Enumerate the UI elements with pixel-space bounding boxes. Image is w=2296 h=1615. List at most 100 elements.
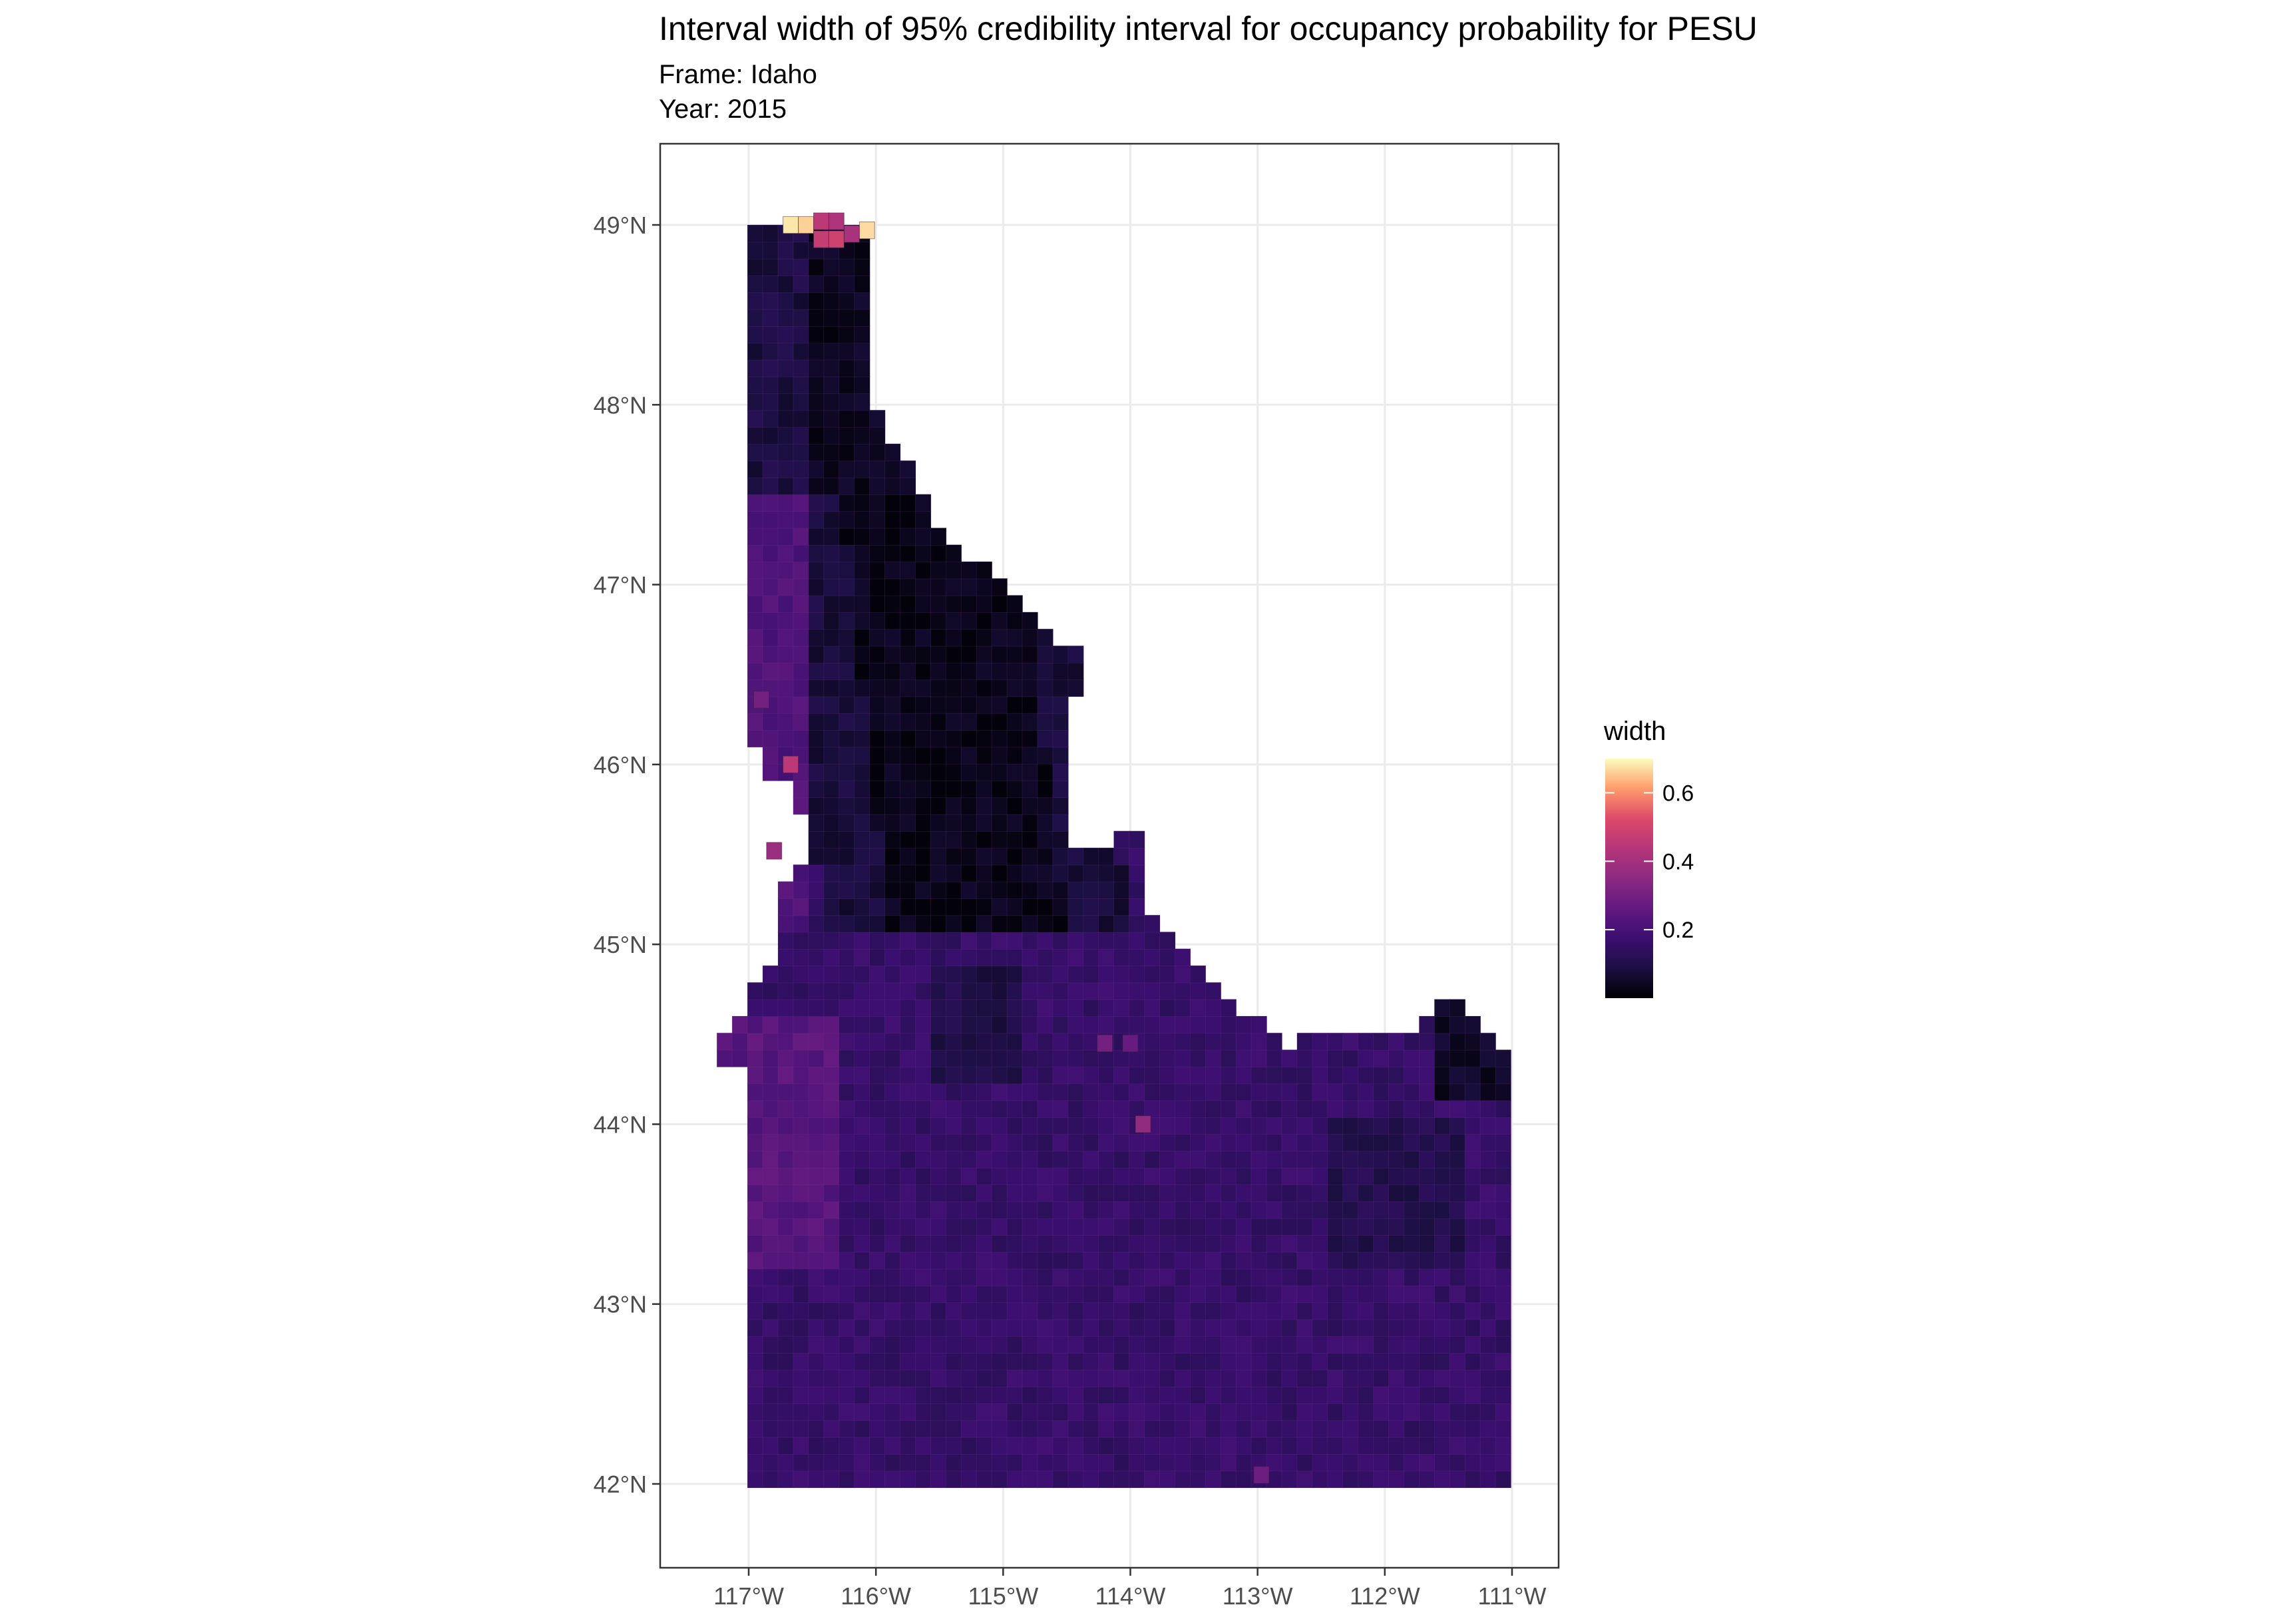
- map-cell: [854, 1403, 870, 1421]
- map-cell: [930, 713, 947, 731]
- map-cell: [839, 662, 855, 681]
- map-cell: [1006, 1268, 1023, 1286]
- map-cell: [884, 1352, 901, 1371]
- map-cell: [854, 376, 870, 395]
- map-cell: [1083, 1133, 1099, 1152]
- map-cell: [1495, 1319, 1512, 1337]
- map-cell: [1022, 1285, 1038, 1304]
- map-cell: [1129, 1049, 1145, 1067]
- map-cell: [1037, 763, 1053, 781]
- map-cell: [793, 612, 809, 630]
- map-cell: [1449, 1336, 1466, 1353]
- map-cell: [976, 679, 993, 697]
- map-cell: [1327, 1234, 1344, 1253]
- map-cell: [1083, 948, 1099, 967]
- map-cell: [960, 1453, 978, 1472]
- map-cell: [1220, 1032, 1237, 1051]
- map-cell: [1037, 847, 1053, 866]
- map-cell: [762, 1218, 779, 1236]
- map-cell: [1266, 1200, 1282, 1219]
- map-cell: [1067, 965, 1084, 984]
- map-cell: [1388, 1184, 1405, 1202]
- map-cell: [823, 1369, 840, 1387]
- map-cell: [1006, 881, 1023, 899]
- map-cell: [1113, 1151, 1130, 1168]
- map-cell: [976, 1083, 993, 1101]
- map-cell: [1281, 1403, 1298, 1421]
- map-cell: [900, 713, 916, 731]
- map-cell: [854, 1352, 870, 1371]
- map-cell: [1129, 898, 1145, 916]
- map-cell: [976, 1453, 993, 1472]
- map-cell: [1098, 898, 1115, 916]
- map-cell: [777, 578, 794, 596]
- map-cell: [869, 898, 886, 916]
- map-cell: [930, 1151, 947, 1168]
- map-cell: [1327, 1100, 1344, 1118]
- map-cell: [945, 797, 962, 815]
- map-cell: [1281, 1453, 1298, 1472]
- map-cell: [1449, 1167, 1466, 1185]
- map-cell: [1189, 1184, 1207, 1202]
- map-cell: [976, 847, 993, 866]
- map-cell: [839, 982, 855, 1000]
- map-cell: [1006, 830, 1023, 849]
- map-cell: [1098, 1083, 1115, 1101]
- map-cell: [960, 763, 978, 781]
- map-cell: [839, 578, 855, 596]
- map-cell: [839, 1285, 855, 1304]
- map-cell: [777, 898, 794, 916]
- map-cell: [762, 325, 779, 344]
- map-cell: [1312, 1151, 1328, 1168]
- map-cell: [854, 443, 870, 462]
- map-cell-highlight: [813, 230, 829, 248]
- map-cell: [823, 359, 840, 377]
- map-cell: [777, 628, 794, 647]
- map-cell: [747, 291, 763, 310]
- map-cell: [900, 1218, 916, 1236]
- map-cell: [869, 982, 886, 1000]
- map-cell: [839, 999, 855, 1017]
- map-cell: [1175, 1100, 1191, 1118]
- map-cell: [808, 1437, 825, 1455]
- map-cell: [915, 746, 932, 765]
- map-cell: [900, 1285, 916, 1304]
- map-cell: [1495, 1268, 1512, 1286]
- map-cell: [808, 275, 825, 293]
- map-cell: [854, 1302, 870, 1320]
- map-cell: [915, 645, 932, 663]
- map-cell: [1006, 932, 1023, 950]
- map-cell: [1037, 1470, 1053, 1489]
- map-cell: [945, 1437, 962, 1455]
- map-cell: [777, 477, 794, 495]
- map-cell: [960, 1184, 978, 1202]
- map-cell: [1358, 1336, 1374, 1353]
- map-cell: [1327, 1419, 1344, 1438]
- map-cell: [762, 1117, 779, 1135]
- map-cell: [747, 1151, 763, 1168]
- map-cell: [1144, 914, 1161, 933]
- map-cell: [808, 258, 825, 276]
- map-cell: [869, 1083, 886, 1101]
- map-cell: [1266, 1319, 1282, 1337]
- map-cell: [808, 932, 825, 950]
- map-cell: [976, 898, 993, 916]
- map-cell: [884, 1167, 901, 1185]
- map-cell: [1220, 1319, 1237, 1337]
- map-cell: [884, 662, 901, 681]
- map-cell: [808, 797, 825, 815]
- map-cell: [1449, 1032, 1466, 1051]
- map-cell: [1281, 1200, 1298, 1219]
- map-cell: [1113, 965, 1130, 984]
- map-cell: [1220, 1100, 1237, 1118]
- map-cell: [823, 393, 840, 411]
- map-cell: [823, 460, 840, 478]
- map-cell: [854, 1151, 870, 1168]
- map-cell: [1006, 1234, 1023, 1253]
- map-cell: [1250, 1403, 1267, 1421]
- map-cell: [1083, 1184, 1099, 1202]
- map-cell: [823, 1100, 840, 1118]
- map-cell: [1052, 814, 1069, 832]
- map-cell: [793, 460, 809, 478]
- map-cell: [839, 1268, 855, 1286]
